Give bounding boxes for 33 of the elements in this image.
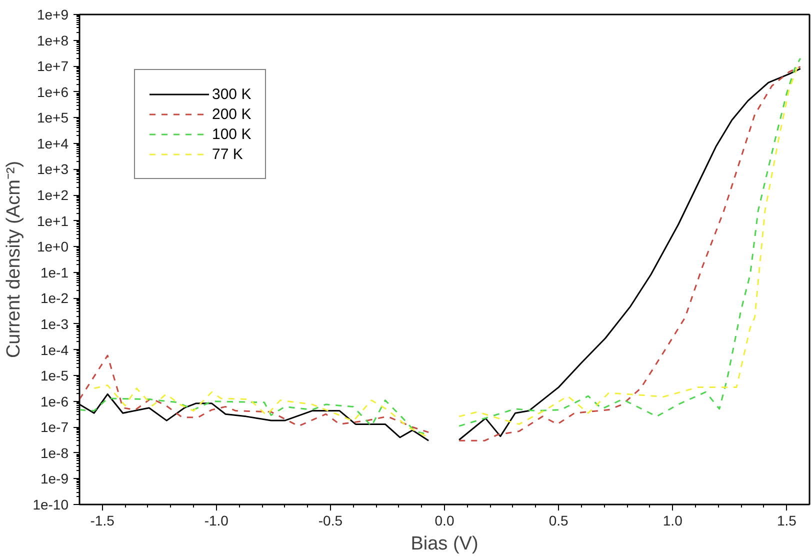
y-tick-label: 1e+9: [36, 6, 69, 22]
y-tick-label: 1e-10: [32, 496, 69, 512]
y-tick-label: 1e+5: [36, 110, 69, 126]
y-tick-label: 1e-9: [40, 470, 69, 487]
x-tick-label: 0.5: [548, 512, 569, 528]
y-tick-label: 1e+1: [36, 212, 69, 229]
y-axis-title: Current density (Acm⁻²): [4, 160, 25, 358]
y-tick-label: 1e+3: [36, 161, 69, 178]
x-axis-title: Bias (V): [410, 534, 478, 554]
y-tick-label: 1e+0: [36, 238, 69, 255]
y-tick-label: 1e-8: [40, 444, 69, 461]
legend-label: 300 K: [212, 86, 252, 102]
y-tick-label: 1e+6: [36, 84, 69, 100]
legend-label: 77 K: [212, 146, 243, 162]
x-tick-label: 0.0: [434, 512, 454, 528]
x-tick-label: -1.5: [90, 512, 115, 528]
legend-label: 200 K: [212, 106, 252, 122]
y-tick-label: 1e+8: [36, 32, 69, 48]
y-tick-label: 1e-6: [40, 393, 69, 410]
x-tick-label: -1.0: [204, 512, 229, 528]
y-tick-label: 1e+2: [36, 187, 69, 204]
y-tick-label: 1e-7: [40, 419, 69, 436]
y-tick-label: 1e-1: [40, 264, 69, 280]
y-tick-label: 1e+7: [36, 58, 69, 74]
y-tick-label: 1e+4: [36, 135, 69, 152]
legend-label: 100 K: [212, 126, 252, 142]
x-tick-label: 1.5: [776, 512, 797, 528]
y-tick-label: 1e-5: [40, 368, 69, 384]
y-tick-label: 1e-4: [40, 342, 69, 358]
y-tick-label: 1e-2: [40, 290, 69, 306]
x-tick-label: -0.5: [318, 512, 343, 528]
y-tick-label: 1e-3: [40, 316, 69, 332]
x-tick-label: 1.0: [662, 512, 683, 528]
